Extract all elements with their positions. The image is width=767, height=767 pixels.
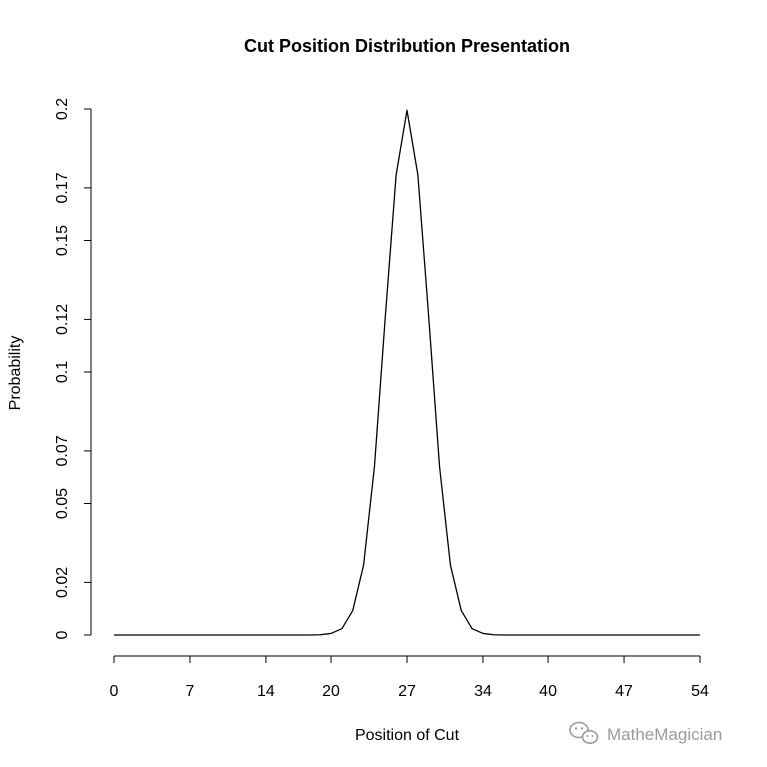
data-point [200, 634, 201, 635]
data-point [493, 634, 494, 635]
data-point [276, 634, 277, 635]
data-point [330, 633, 331, 634]
y-tick-label: 0.05 [54, 488, 71, 519]
data-point [450, 564, 451, 565]
data-point [461, 610, 462, 611]
data-point [689, 634, 690, 635]
watermark-text: MatheMagician [607, 725, 722, 744]
data-point [135, 634, 136, 635]
y-tick-label: 0.17 [54, 172, 71, 203]
x-tick-label: 20 [322, 683, 340, 700]
data-point [537, 634, 538, 635]
x-tick-label: 14 [257, 683, 275, 700]
data-point [222, 634, 223, 635]
x-tick-label: 47 [615, 683, 633, 700]
x-tick-label: 0 [110, 683, 119, 700]
y-tick-label: 0.07 [54, 435, 71, 466]
data-point [515, 634, 516, 635]
data-point [602, 634, 603, 635]
y-axis: 0 0.02 0.05 0.07 0.1 0.12 0.15 0.17 0.2 [54, 98, 92, 639]
y-tick-label: 0 [54, 630, 71, 639]
watermark: MatheMagician [569, 721, 722, 744]
data-point [254, 634, 255, 635]
data-point [613, 634, 614, 635]
y-axis-label: Probability [7, 336, 24, 411]
data-point [699, 634, 700, 635]
data-point [157, 634, 158, 635]
chart-title: Cut Position Distribution Presentation [244, 36, 570, 56]
y-tick-label: 0.02 [54, 567, 71, 598]
data-point [385, 316, 386, 317]
data-point [189, 634, 190, 635]
data-point [244, 634, 245, 635]
x-tick-label: 7 [186, 683, 195, 700]
data-point [406, 110, 407, 111]
data-point [547, 634, 548, 635]
data-point [591, 634, 592, 635]
data-point [179, 634, 180, 635]
data-point [526, 634, 527, 635]
data-point [320, 634, 321, 635]
y-tick-label: 0.12 [54, 304, 71, 335]
data-point [146, 634, 147, 635]
data-point [504, 634, 505, 635]
data-point [656, 634, 657, 635]
data-point [634, 634, 635, 635]
x-axis-label: Position of Cut [355, 727, 460, 744]
data-point [168, 634, 169, 635]
data-point [124, 634, 125, 635]
x-axis: 0 7 14 20 27 34 40 47 54 [110, 655, 709, 700]
data-point [417, 174, 418, 175]
data-point [439, 466, 440, 467]
data-point [265, 634, 266, 635]
data-point [298, 634, 299, 635]
data-point [667, 634, 668, 635]
data-point [211, 634, 212, 635]
series-line [114, 109, 700, 636]
data-point [472, 628, 473, 629]
data-point [113, 634, 114, 635]
x-tick-label: 40 [539, 683, 557, 700]
plot-series [113, 109, 700, 636]
data-point [374, 466, 375, 467]
data-point [645, 634, 646, 635]
y-tick-label: 0.1 [54, 361, 71, 383]
data-point [352, 610, 353, 611]
data-point [309, 634, 310, 635]
data-point [363, 564, 364, 565]
y-tick-label: 0.2 [54, 98, 71, 120]
data-point [428, 316, 429, 317]
data-point [233, 634, 234, 635]
data-point [396, 174, 397, 175]
data-point [482, 633, 483, 634]
data-point [569, 634, 570, 635]
data-point [623, 634, 624, 635]
wechat-icon [569, 721, 599, 744]
data-point [580, 634, 581, 635]
data-point [341, 628, 342, 629]
y-tick-label: 0.15 [54, 225, 71, 256]
data-point [678, 634, 679, 635]
x-tick-label: 54 [691, 683, 709, 700]
x-tick-label: 34 [474, 683, 492, 700]
x-tick-label: 27 [398, 683, 416, 700]
data-point [287, 634, 288, 635]
data-point [558, 634, 559, 635]
